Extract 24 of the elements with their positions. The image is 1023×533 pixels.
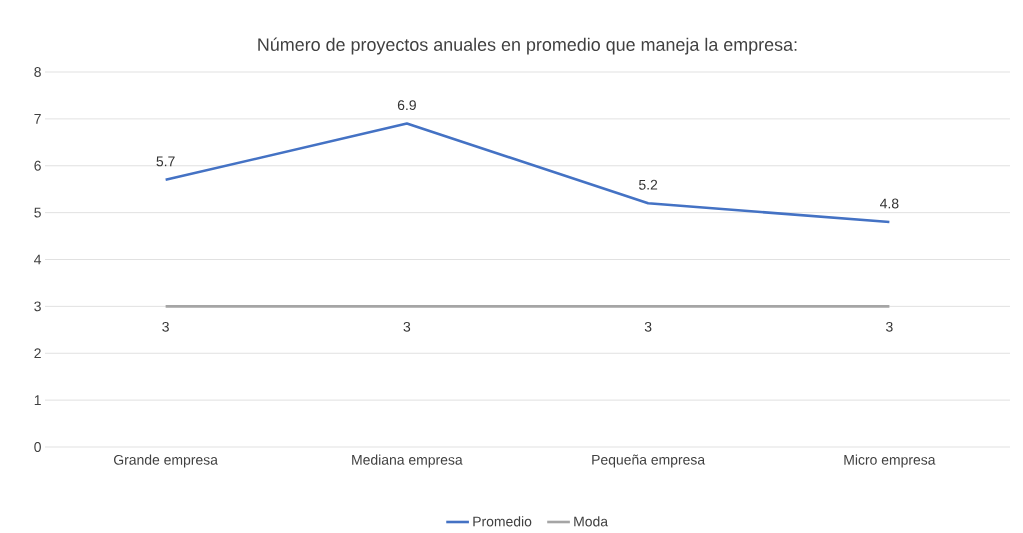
y-tick-label: 3 — [34, 301, 41, 312]
y-tick-label: 1 — [34, 395, 41, 405]
y-tick-label: 7 — [34, 114, 41, 124]
x-tick-label: Micro empresa — [844, 454, 936, 468]
y-tick-label: 2 — [34, 348, 41, 359]
y-tick-label: 4 — [34, 254, 42, 265]
x-tick-label: Mediana empresa — [352, 454, 463, 468]
data-label: 3 — [403, 321, 411, 332]
x-tick-label: Pequeña empresa — [592, 454, 706, 468]
data-label: 5.7 — [156, 156, 175, 167]
data-label: 3 — [644, 321, 652, 332]
x-tick-label: Grande empresa — [114, 454, 218, 468]
data-label: 3 — [162, 321, 169, 332]
legend-label: Promedio — [473, 516, 532, 527]
y-tick-label: 8 — [34, 67, 41, 77]
y-tick-label: 5 — [34, 207, 41, 218]
chart-title: Número de proyectos anuales en promedio que maneja la empresa: — [258, 37, 797, 55]
y-tick-label: 0 — [34, 442, 41, 452]
data-label: 3 — [886, 321, 893, 332]
data-label: 4.8 — [880, 198, 899, 209]
data-label: 6.9 — [397, 100, 416, 111]
data-label: 5.2 — [639, 179, 658, 190]
legend-label: Moda — [574, 516, 609, 527]
y-tick-label: 6 — [34, 160, 41, 171]
